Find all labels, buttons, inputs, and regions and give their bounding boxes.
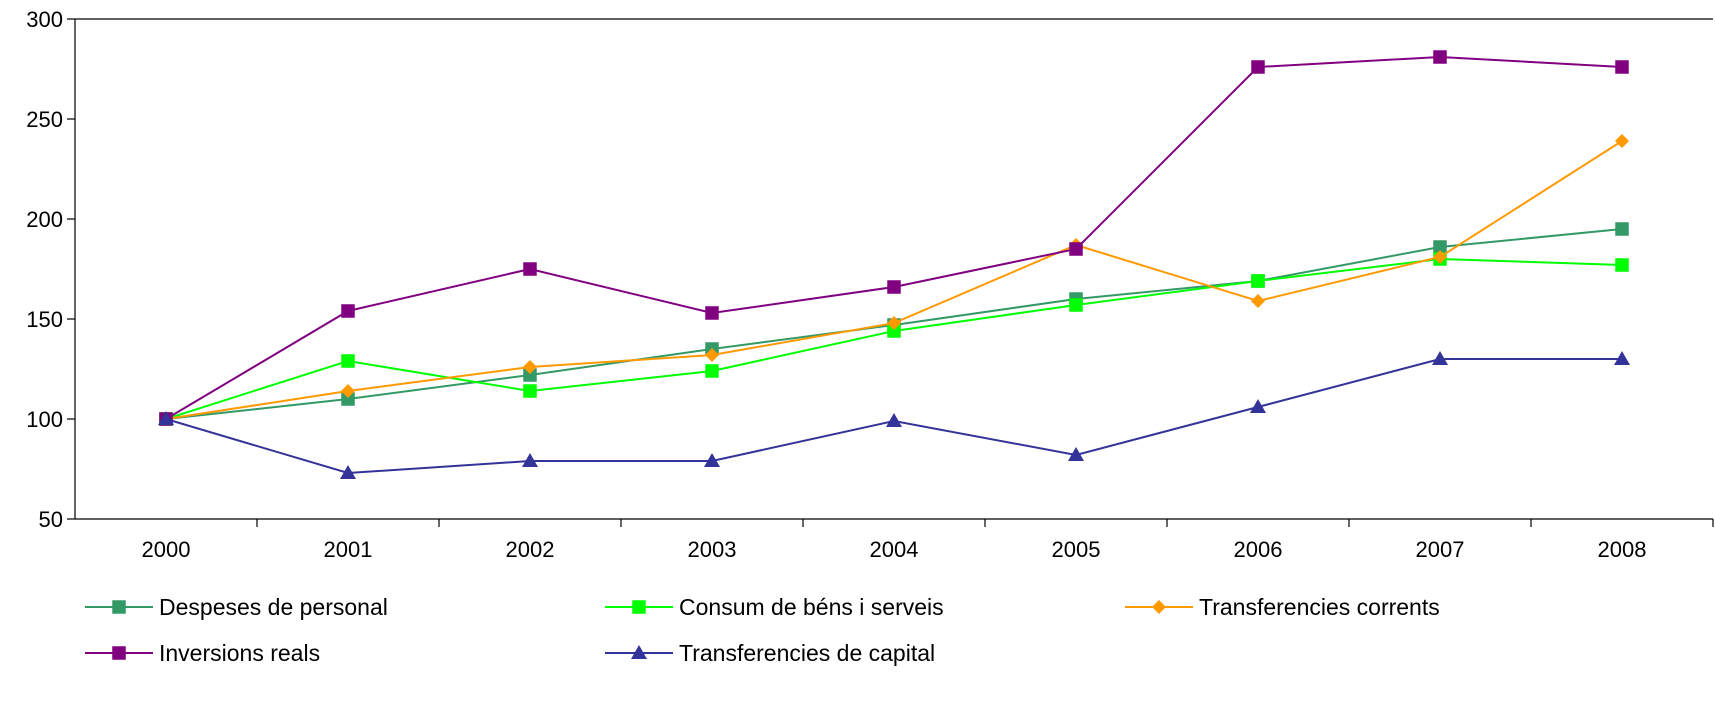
x-tick-label: 2003 [688, 537, 737, 562]
data-point [1615, 222, 1629, 236]
legend-marker [631, 645, 647, 659]
data-point [1251, 294, 1265, 308]
legend-label: Inversions reals [159, 640, 320, 666]
x-tick-label: 2005 [1052, 537, 1101, 562]
x-tick-label: 2002 [506, 537, 555, 562]
data-point [1251, 274, 1265, 288]
data-point [522, 453, 538, 467]
series-group [158, 50, 1630, 479]
legend-item-consum-de-bens-i-serveis: Consum de béns i serveis [605, 594, 944, 620]
data-point [887, 316, 901, 330]
y-tick-label: 100 [26, 407, 63, 432]
data-point [1615, 134, 1629, 148]
data-point [1432, 351, 1448, 365]
data-point [341, 304, 355, 318]
legend: Despeses de personal Consum de béns i ser… [85, 594, 1440, 666]
series-transferencies-corrents [159, 134, 1629, 426]
data-point [1068, 447, 1084, 461]
x-tick-label: 2000 [142, 537, 191, 562]
series-inversions-reals [159, 50, 1629, 426]
series-transferencies-de-capital [158, 351, 1630, 479]
x-tick-label: 2004 [870, 537, 919, 562]
data-point [523, 262, 537, 276]
y-tick-label: 250 [26, 107, 63, 132]
legend-label: Transferencies corrents [1199, 594, 1440, 620]
axes: 50 100 150 200 250 300 2000 2001 2002 2003 2004 200… [26, 7, 1714, 562]
data-point [340, 465, 356, 479]
legend-label: Consum de béns i serveis [679, 594, 944, 620]
legend-item-transferencies-corrents: Transferencies corrents [1125, 594, 1440, 620]
data-point [523, 384, 537, 398]
series-consum-de-bens-i-serveis [159, 252, 1629, 426]
data-point [341, 384, 355, 398]
data-point [1069, 298, 1083, 312]
data-point [704, 453, 720, 467]
legend-item-inversions-reals: Inversions reals [85, 640, 320, 666]
legend-marker [632, 600, 646, 614]
legend-label: Despeses de personal [159, 594, 388, 620]
data-point [887, 280, 901, 294]
x-tick-label: 2006 [1234, 537, 1283, 562]
y-tick-label: 300 [26, 7, 63, 32]
series-line [165, 140, 1623, 420]
y-tick-label: 50 [39, 507, 63, 532]
data-point [1251, 60, 1265, 74]
data-point [1615, 258, 1629, 272]
series-line [165, 55, 1623, 420]
data-point [705, 364, 719, 378]
legend-item-despeses-de-personal: Despeses de personal [85, 594, 388, 620]
legend-marker [1152, 600, 1166, 614]
data-point [1433, 50, 1447, 64]
data-point [705, 306, 719, 320]
legend-marker [112, 600, 126, 614]
data-point [1614, 351, 1630, 365]
y-tick-label: 200 [26, 207, 63, 232]
legend-label: Transferencies de capital [679, 640, 935, 666]
data-point [1433, 250, 1447, 264]
data-point [523, 360, 537, 374]
data-point [886, 413, 902, 427]
data-point [158, 411, 174, 425]
x-tick-label: 2001 [324, 537, 373, 562]
legend-item-transferencies-de-capital: Transferencies de capital [605, 640, 935, 666]
data-point [1615, 60, 1629, 74]
data-point [341, 354, 355, 368]
data-point [705, 348, 719, 362]
x-tick-label: 2008 [1598, 537, 1647, 562]
legend-marker [112, 646, 126, 660]
data-point [1250, 399, 1266, 413]
data-point [1069, 242, 1083, 256]
y-tick-label: 150 [26, 307, 63, 332]
x-tick-label: 2007 [1416, 537, 1465, 562]
